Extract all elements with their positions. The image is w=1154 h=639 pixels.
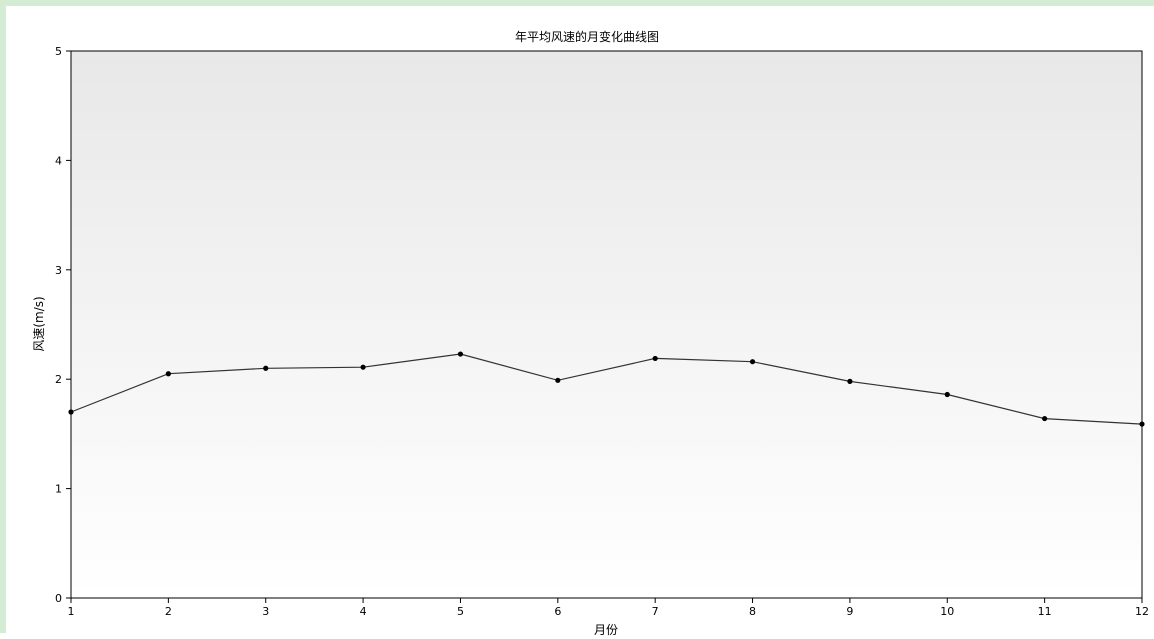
data-point — [360, 364, 366, 370]
x-tick-label: 6 — [554, 605, 561, 618]
y-axis-title: 风速(m/s) — [32, 296, 46, 351]
data-point — [68, 409, 74, 415]
x-tick-label: 10 — [940, 605, 954, 618]
data-point — [749, 359, 756, 365]
data-point — [1139, 421, 1145, 427]
x-tick-label: 11 — [1038, 605, 1052, 618]
data-point — [1042, 415, 1048, 422]
data-point — [457, 351, 464, 357]
data-point — [165, 371, 171, 377]
y-axis: 0 1 2 3 4 5 — [55, 45, 71, 605]
x-tick-label: 3 — [262, 605, 269, 618]
series-markers — [68, 351, 1145, 427]
series-line — [70, 353, 1143, 425]
x-axis-title: 月份 — [594, 623, 618, 637]
y-tick-label: 5 — [55, 45, 62, 58]
x-tick-label: 1 — [68, 605, 75, 618]
y-tick-label: 0 — [55, 592, 62, 605]
data-point — [944, 391, 950, 398]
data-point — [263, 365, 269, 371]
data-point — [652, 355, 658, 362]
plot-area — [70, 50, 1143, 599]
data-point — [847, 378, 853, 384]
x-tick-label: 7 — [652, 605, 659, 618]
y-tick-label: 4 — [55, 154, 62, 167]
x-tick-label: 12 — [1135, 605, 1149, 618]
y-tick-label: 3 — [55, 264, 62, 277]
x-axis: 1 2 3 4 5 6 7 8 9 10 11 12 — [68, 598, 1149, 618]
data-point — [555, 377, 561, 383]
y-tick-label: 2 — [55, 373, 62, 386]
x-tick-label: 9 — [846, 605, 853, 618]
x-tick-label: 2 — [165, 605, 172, 618]
chart-title: 年平均风速的月变化曲线图 — [515, 29, 659, 44]
x-tick-label: 4 — [360, 605, 367, 618]
y-tick-label: 1 — [55, 483, 62, 496]
x-tick-label: 8 — [749, 605, 756, 618]
x-tick-label: 5 — [457, 605, 464, 618]
